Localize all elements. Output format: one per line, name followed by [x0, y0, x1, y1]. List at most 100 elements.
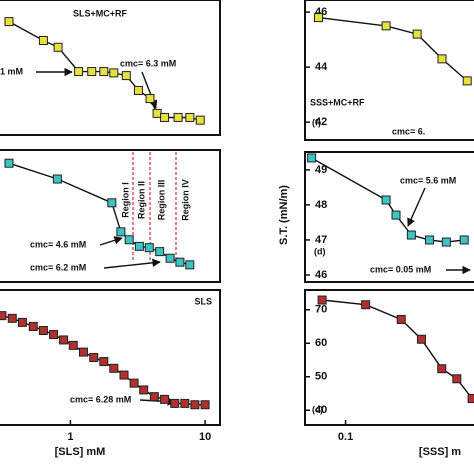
- data-point: [190, 400, 200, 410]
- annotation: 1 mM: [0, 66, 23, 76]
- y-tick-label: 49: [315, 164, 327, 176]
- x-tick-label: 0.1: [338, 431, 353, 443]
- data-point: [185, 112, 195, 122]
- data-point: [185, 260, 195, 270]
- data-point: [160, 394, 170, 404]
- annotation: cmc= 6.3 mM: [120, 58, 176, 68]
- data-point: [78, 347, 88, 357]
- panel-frame: [0, 149, 221, 283]
- data-point: [170, 398, 180, 408]
- y-tick-label: 60: [315, 337, 327, 349]
- panel-frame: [0, 289, 221, 426]
- data-point: [0, 311, 7, 321]
- annotation: Region IV: [180, 179, 190, 221]
- data-point: [116, 227, 126, 237]
- x-axis-label: [SSS] m: [419, 446, 461, 458]
- data-point: [200, 400, 210, 410]
- panel: 70 60 50 40 0.1 [SSS] m (c): [304, 289, 474, 458]
- panel: Region I Region II Region III Region IV cmc=…: [0, 149, 221, 283]
- y-tick-label: 70: [315, 304, 327, 316]
- data-point: [424, 235, 434, 245]
- data-point: [145, 94, 155, 104]
- annotation: cmc= 6.2 mM: [30, 262, 86, 272]
- annotation: Region I: [120, 182, 130, 218]
- data-point: [109, 68, 119, 78]
- y-tick-label: 46: [315, 269, 327, 281]
- data-point: [28, 321, 38, 331]
- y-tick-label: 44: [315, 61, 328, 73]
- data-point: [165, 253, 175, 263]
- data-point: [314, 13, 324, 23]
- arrow: [99, 236, 123, 246]
- data-point: [17, 317, 27, 327]
- data-point: [7, 313, 17, 323]
- data-point: [109, 363, 119, 373]
- panel-frame: [304, 0, 474, 141]
- data-point: [107, 198, 117, 208]
- data-point: [180, 398, 190, 408]
- x-tick-label: 1: [67, 431, 73, 443]
- data-point: [406, 230, 416, 240]
- data-point: [87, 67, 97, 77]
- x-tick-label: 10: [199, 431, 211, 443]
- data-point: [74, 67, 84, 77]
- data-point: [149, 392, 159, 402]
- y-tick-label: 42: [315, 116, 327, 128]
- annotation: Region II: [136, 181, 146, 219]
- data-point: [381, 195, 391, 205]
- panel: 1 10 [SLS] mM SLS cmc= 6.28 mM: [0, 289, 221, 458]
- y-axis-label: S.T. (mN/m): [278, 185, 290, 245]
- data-point: [381, 21, 391, 31]
- data-point: [53, 42, 63, 52]
- data-point: [437, 364, 447, 374]
- data-point: [452, 374, 462, 384]
- arrow: [407, 187, 426, 227]
- panel-frame: [304, 289, 474, 426]
- data-point: [467, 394, 474, 404]
- data-point: [317, 295, 327, 305]
- y-tick-label: 48: [315, 199, 327, 211]
- data-point: [441, 237, 451, 247]
- data-point: [59, 335, 69, 345]
- arrow: [103, 258, 161, 269]
- data-point: [152, 108, 162, 118]
- data-line: [322, 299, 473, 399]
- data-point: [459, 235, 469, 245]
- data-point: [391, 210, 401, 220]
- data-point: [52, 174, 62, 184]
- data-point: [195, 115, 205, 125]
- data-point: [139, 385, 149, 395]
- data-point: [416, 334, 426, 344]
- data-point: [361, 300, 371, 310]
- data-point: [173, 112, 183, 122]
- data-line: [318, 16, 468, 82]
- data-point: [175, 257, 185, 267]
- annotation: cmc= 0.05 mM: [370, 264, 431, 274]
- data-point: [396, 314, 406, 324]
- data-point: [133, 85, 143, 95]
- annotation: Region III: [156, 180, 166, 221]
- data-point: [38, 326, 48, 335]
- annotation: cmc= 6.28 mM: [70, 394, 131, 404]
- y-tick-label: 47: [315, 234, 327, 246]
- annotation: (f): [312, 117, 321, 127]
- annotation: (c): [312, 404, 323, 414]
- panel: 49 48 47 46 S.T. (mN/m) (d) cmc= 5.6 mM cmc= 0.…: [278, 151, 474, 283]
- data-point: [124, 235, 134, 245]
- annotation: cmc= 5.6 mM: [400, 175, 456, 185]
- panel-frame: [304, 151, 474, 283]
- data-point: [144, 243, 154, 253]
- data-point: [462, 76, 472, 86]
- panel-frame: [0, 0, 221, 136]
- panel: SLS+MC+RF 1 mM cmc= 6.3 mM: [0, 0, 221, 136]
- x-axis-label: [SLS] mM: [55, 446, 106, 458]
- data-point: [437, 54, 447, 64]
- data-point: [89, 353, 99, 362]
- y-tick-label: 50: [315, 371, 327, 383]
- data-point: [412, 29, 422, 39]
- annotation: SLS: [194, 296, 212, 306]
- data-point: [134, 241, 144, 251]
- annotation: cmc= 4.6 mM: [30, 239, 86, 249]
